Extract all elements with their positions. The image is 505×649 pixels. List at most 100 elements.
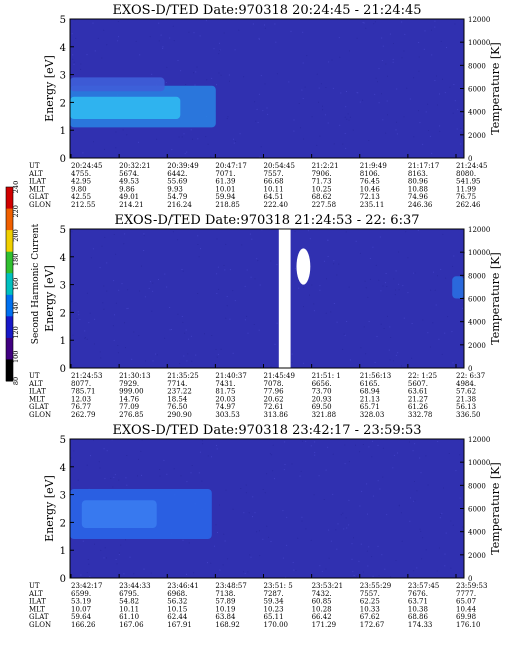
ephemeris-cell: 4984. <box>456 380 476 388</box>
ephemeris-row-label: MLT <box>29 185 45 193</box>
speckle <box>133 573 135 575</box>
speckle <box>425 549 427 551</box>
speckle <box>452 362 454 364</box>
speckle <box>378 574 380 576</box>
ephemeris-cell: 7078. <box>264 380 284 388</box>
speckle <box>374 93 376 95</box>
speckle <box>223 32 225 34</box>
speckle <box>439 93 440 95</box>
speckle <box>333 263 335 265</box>
ephemeris-cell: 23:46:41 <box>167 582 198 590</box>
speckle <box>433 271 434 273</box>
speckle <box>262 110 264 112</box>
speckle <box>387 114 388 116</box>
speckle <box>425 111 427 113</box>
speckle <box>99 267 101 269</box>
speckle <box>431 152 433 154</box>
speckle <box>256 108 258 110</box>
speckle <box>462 526 464 528</box>
speckle <box>295 570 297 571</box>
ephemeris-cell: 56.32 <box>167 598 187 606</box>
speckle <box>243 512 245 514</box>
speckle <box>188 542 190 544</box>
speckle <box>74 19 76 21</box>
speckle <box>318 475 320 477</box>
speckle <box>344 463 346 465</box>
speckle <box>393 454 395 456</box>
speckle <box>178 136 180 138</box>
colorbar-tick-label: 200 <box>12 229 20 241</box>
ephemeris-cell: 23:59:53 <box>456 582 487 590</box>
speckle <box>417 230 419 231</box>
ephemeris-cell: 64.51 <box>264 193 284 201</box>
speckle <box>400 512 402 514</box>
speckle <box>301 520 303 522</box>
speckle <box>414 500 416 502</box>
ephemeris-row-label: GLAT <box>29 403 49 411</box>
speckle <box>320 83 322 85</box>
speckle <box>362 99 364 101</box>
speckle <box>453 255 455 257</box>
speckle <box>138 335 140 337</box>
speckle <box>82 152 84 154</box>
speckle <box>100 549 102 551</box>
feature-band-core <box>81 500 157 528</box>
speckle <box>156 354 158 356</box>
ephemeris-cell: 77.96 <box>264 388 285 396</box>
speckle <box>285 576 287 578</box>
ephemeris-cell: 42.95 <box>71 178 91 186</box>
ephemeris-cell: 76.75 <box>456 193 476 201</box>
y-tick-label-right: 0 <box>468 365 472 373</box>
speckle <box>376 336 378 337</box>
speckle <box>207 143 209 145</box>
speckle <box>407 292 409 294</box>
speckle <box>259 555 261 557</box>
y-tick-label-left: 5 <box>60 225 66 236</box>
speckle <box>338 37 340 39</box>
speckle <box>314 441 316 443</box>
speckle <box>358 560 360 562</box>
speckle <box>311 284 313 286</box>
speckle <box>454 23 456 25</box>
ephemeris-cell: 237.22 <box>167 388 192 396</box>
colorbar-segment <box>6 251 13 274</box>
speckle <box>368 321 370 322</box>
speckle <box>432 322 434 324</box>
ephemeris-cell: 57.62 <box>456 388 476 396</box>
speckle <box>293 130 295 132</box>
speckle <box>322 109 324 111</box>
speckle <box>101 57 103 59</box>
speckle <box>219 504 220 506</box>
speckle <box>148 287 150 289</box>
speckle <box>258 37 260 39</box>
speckle <box>395 270 397 272</box>
speckle <box>191 360 193 362</box>
speckle <box>250 556 252 558</box>
speckle <box>252 23 254 25</box>
speckle <box>385 273 387 274</box>
speckle <box>127 307 129 309</box>
speckle <box>103 29 105 31</box>
ephemeris-cell: 65.71 <box>360 403 380 411</box>
speckle <box>434 289 436 291</box>
speckle <box>353 537 354 539</box>
feature-bright-core <box>70 96 181 119</box>
ephemeris-cell: 60.85 <box>312 598 332 606</box>
y-tick-label-left: 5 <box>60 435 66 446</box>
speckle <box>330 311 332 313</box>
speckle <box>356 37 358 39</box>
feature-blue-patch <box>452 276 464 299</box>
colorbar-tick-label: 140 <box>12 302 20 314</box>
y-axis-label-right: Temperature [K] <box>489 252 502 344</box>
speckle <box>457 109 459 111</box>
y-tick-label-right: 6000 <box>468 86 486 94</box>
speckle <box>135 40 137 42</box>
speckle <box>181 136 183 138</box>
speckle <box>395 129 397 131</box>
speckle <box>254 101 256 103</box>
speckle <box>346 321 348 322</box>
speckle <box>311 116 313 118</box>
speckle <box>162 46 164 48</box>
ephemeris-cell: 5607. <box>408 380 428 388</box>
speckle <box>92 248 94 250</box>
